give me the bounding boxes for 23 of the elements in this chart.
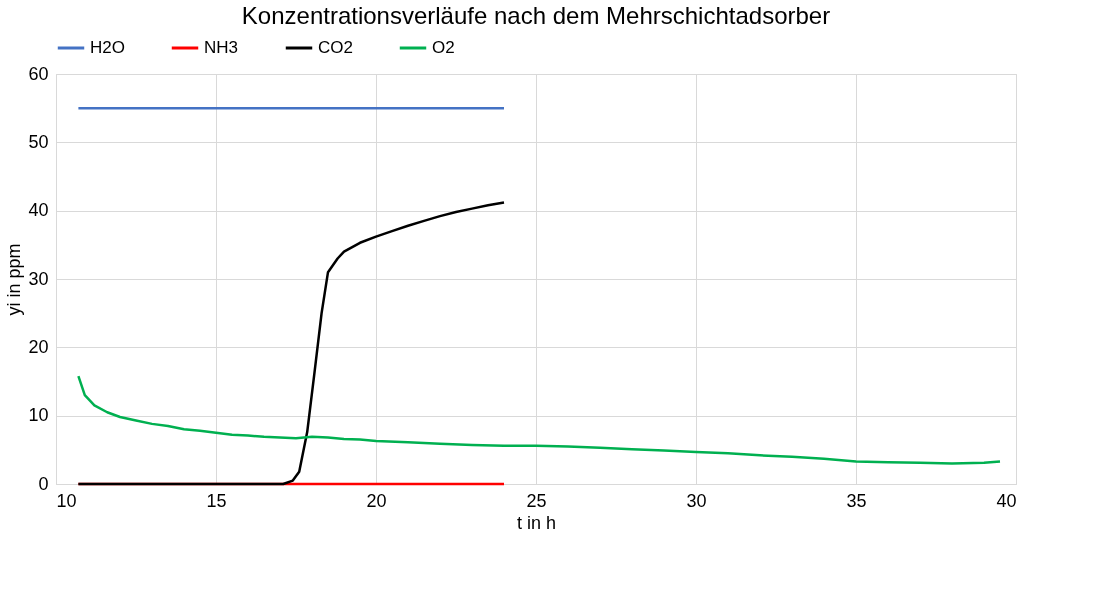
y-axis-title: yi in ppm <box>4 243 25 316</box>
y-tick-label: 10 <box>28 405 49 426</box>
legend-label: CO2 <box>318 38 353 57</box>
y-tick-label: 60 <box>28 63 49 84</box>
x-tick-label: 20 <box>366 490 387 511</box>
chart-title: Konzentrationsverläufe nach dem Mehrschichtadsorber <box>241 2 831 29</box>
y-tick-label: 40 <box>28 200 49 221</box>
x-axis-title: t in h <box>516 512 557 533</box>
y-tick-label: 30 <box>28 268 49 289</box>
line-series <box>77 201 506 486</box>
x-tick-label: 40 <box>996 490 1017 511</box>
x-tick-label: 25 <box>526 490 547 511</box>
line-series <box>77 374 1002 465</box>
y-tick-label: 0 <box>38 473 49 494</box>
legend-label: O2 <box>432 38 455 57</box>
x-tick-label: 35 <box>846 490 867 511</box>
legend-label: H2O <box>90 38 125 57</box>
x-tick-label: 15 <box>206 490 227 511</box>
x-tick-label: 10 <box>56 490 77 511</box>
y-tick-label: 20 <box>28 336 49 357</box>
legend-label: NH3 <box>204 38 239 57</box>
y-tick-label: 50 <box>28 131 49 152</box>
x-tick-label: 30 <box>686 490 707 511</box>
